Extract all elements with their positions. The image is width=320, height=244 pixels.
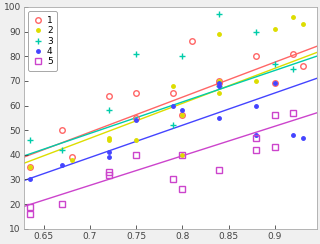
1 bbox=[70, 156, 74, 159]
Legend: 1, 2, 3, 4, 5: 1, 2, 3, 4, 5 bbox=[28, 11, 57, 71]
5 bbox=[28, 213, 32, 215]
3 bbox=[134, 52, 138, 55]
5 bbox=[254, 148, 258, 151]
4 bbox=[218, 116, 221, 119]
4 bbox=[107, 151, 110, 154]
5 bbox=[254, 136, 258, 139]
1 bbox=[218, 80, 221, 82]
5 bbox=[292, 112, 295, 114]
5 bbox=[107, 171, 110, 173]
4 bbox=[107, 156, 110, 159]
4 bbox=[134, 119, 138, 122]
4 bbox=[254, 104, 258, 107]
5 bbox=[273, 114, 277, 117]
2 bbox=[218, 92, 221, 95]
1 bbox=[218, 82, 221, 85]
1 bbox=[301, 65, 305, 68]
4 bbox=[254, 134, 258, 137]
5 bbox=[60, 203, 64, 206]
5 bbox=[180, 153, 184, 156]
1 bbox=[107, 94, 110, 97]
1 bbox=[60, 129, 64, 132]
2 bbox=[70, 158, 74, 161]
3 bbox=[28, 139, 32, 142]
4 bbox=[301, 136, 305, 139]
1 bbox=[254, 55, 258, 58]
1 bbox=[134, 116, 138, 119]
2 bbox=[273, 28, 277, 30]
3 bbox=[107, 109, 110, 112]
Line: 5: 5 bbox=[27, 110, 296, 217]
4 bbox=[60, 163, 64, 166]
2 bbox=[107, 139, 110, 142]
5 bbox=[171, 178, 175, 181]
2 bbox=[218, 80, 221, 82]
1 bbox=[171, 92, 175, 95]
2 bbox=[180, 153, 184, 156]
3 bbox=[218, 13, 221, 16]
2 bbox=[134, 139, 138, 142]
2 bbox=[107, 136, 110, 139]
4 bbox=[273, 82, 277, 85]
2 bbox=[171, 84, 175, 87]
1 bbox=[273, 82, 277, 85]
2 bbox=[292, 15, 295, 18]
1 bbox=[292, 52, 295, 55]
4 bbox=[218, 84, 221, 87]
3 bbox=[273, 62, 277, 65]
1 bbox=[134, 92, 138, 95]
4 bbox=[171, 104, 175, 107]
2 bbox=[180, 114, 184, 117]
5 bbox=[134, 153, 138, 156]
Line: 1: 1 bbox=[27, 39, 305, 170]
4 bbox=[180, 109, 184, 112]
1 bbox=[28, 166, 32, 169]
3 bbox=[292, 67, 295, 70]
4 bbox=[292, 134, 295, 137]
2 bbox=[28, 166, 32, 169]
4 bbox=[218, 82, 221, 85]
3 bbox=[254, 30, 258, 33]
5 bbox=[273, 146, 277, 149]
5 bbox=[180, 188, 184, 191]
3 bbox=[171, 124, 175, 127]
3 bbox=[180, 55, 184, 58]
1 bbox=[180, 114, 184, 117]
5 bbox=[28, 205, 32, 208]
Line: 4: 4 bbox=[27, 80, 306, 183]
3 bbox=[60, 148, 64, 151]
5 bbox=[107, 173, 110, 176]
1 bbox=[190, 40, 194, 43]
2 bbox=[301, 23, 305, 26]
3 bbox=[218, 84, 221, 87]
Line: 3: 3 bbox=[27, 11, 297, 153]
4 bbox=[28, 178, 32, 181]
2 bbox=[218, 33, 221, 36]
2 bbox=[254, 80, 258, 82]
Line: 2: 2 bbox=[27, 13, 306, 171]
5 bbox=[218, 168, 221, 171]
